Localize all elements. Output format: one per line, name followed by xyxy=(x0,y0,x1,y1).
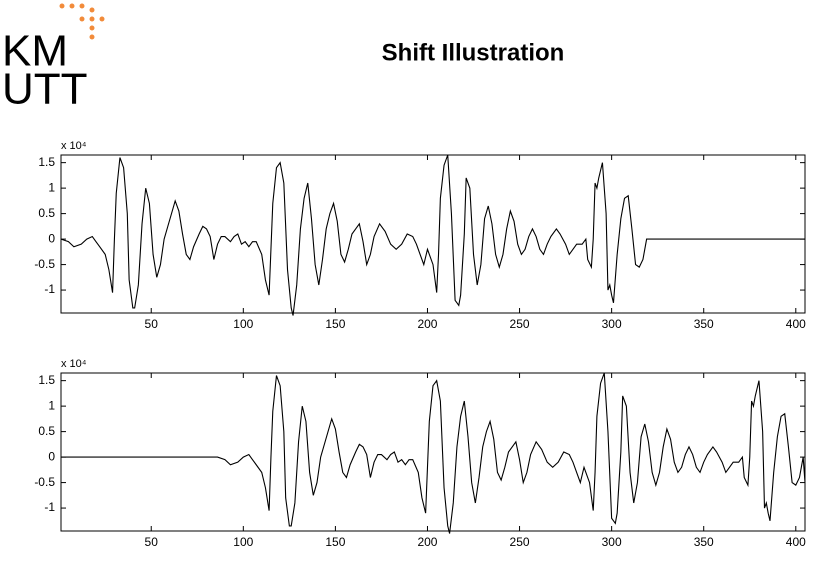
y-tick-label: 0.5 xyxy=(38,424,55,438)
x-tick-label: 200 xyxy=(417,317,437,331)
x-tick-label: 200 xyxy=(417,535,437,549)
x-tick-label: 150 xyxy=(325,317,345,331)
plot-frame xyxy=(60,372,806,532)
y-multiplier: x 10⁴ xyxy=(61,140,87,152)
x-tick-label: 100 xyxy=(233,317,253,331)
y-tick-label: 1 xyxy=(48,180,55,194)
x-tick-label: 50 xyxy=(145,535,159,549)
y-tick-label: 1.5 xyxy=(38,373,55,387)
logo-text: UTT xyxy=(2,65,88,114)
x-tick-label: 250 xyxy=(510,535,530,549)
logo-text: KM xyxy=(2,27,68,76)
signal-line xyxy=(61,372,806,534)
plot-frame xyxy=(60,154,806,314)
x-tick-label: 300 xyxy=(602,317,622,331)
x-tick-label: 350 xyxy=(694,317,714,331)
x-tick-label: 300 xyxy=(602,535,622,549)
x-tick-label: 250 xyxy=(510,317,530,331)
logo: KM UTT xyxy=(2,3,105,114)
x-tick-label: 400 xyxy=(786,317,806,331)
slide-title: Shift Illustration xyxy=(382,39,565,66)
y-multiplier: x 10⁴ xyxy=(61,358,87,370)
y-tick-label: 1 xyxy=(48,398,55,412)
y-tick-label: -0.5 xyxy=(34,257,55,271)
y-tick-label: 1.5 xyxy=(38,155,55,169)
y-tick-label: -1 xyxy=(44,282,55,296)
x-tick-label: 100 xyxy=(233,535,253,549)
y-tick-label: -0.5 xyxy=(34,475,55,489)
y-tick-label: -1 xyxy=(44,500,55,514)
x-tick-label: 400 xyxy=(786,535,806,549)
y-tick-label: 0.5 xyxy=(38,206,55,220)
y-tick-label: 0 xyxy=(48,231,55,245)
y-tick-label: 0 xyxy=(48,449,55,463)
x-tick-label: 350 xyxy=(694,535,714,549)
x-tick-label: 150 xyxy=(325,535,345,549)
x-tick-label: 50 xyxy=(145,317,159,331)
signal-line xyxy=(60,154,805,316)
